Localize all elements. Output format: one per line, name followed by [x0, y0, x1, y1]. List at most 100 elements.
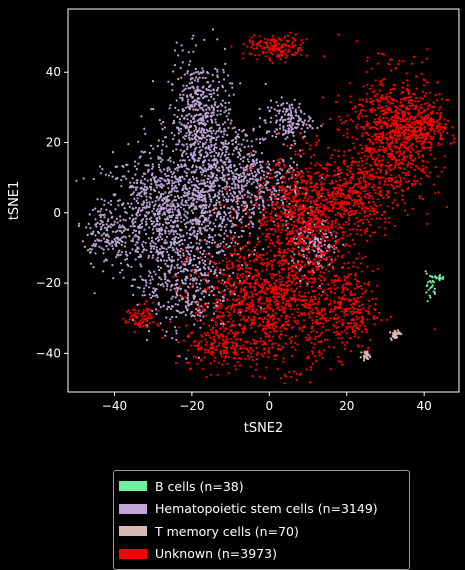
scatter-point: [205, 217, 208, 220]
scatter-point: [204, 210, 207, 213]
scatter-point: [264, 331, 267, 334]
scatter-point: [237, 212, 240, 215]
scatter-point: [195, 179, 198, 182]
scatter-point: [161, 213, 164, 216]
scatter-point: [258, 188, 261, 191]
scatter-point: [296, 304, 299, 307]
scatter-point: [169, 288, 172, 292]
scatter-point: [255, 274, 258, 277]
scatter-point: [259, 161, 262, 164]
scatter-point: [176, 225, 179, 228]
scatter-point: [224, 213, 227, 216]
scatter-point: [155, 227, 158, 230]
scatter-point: [167, 269, 170, 273]
scatter-point: [163, 247, 166, 250]
scatter-point: [144, 241, 147, 244]
scatter-point: [116, 238, 119, 241]
scatter-point: [315, 182, 318, 185]
scatter-point: [197, 142, 200, 146]
scatter-point: [138, 213, 141, 216]
scatter-point: [232, 216, 235, 219]
scatter-point: [117, 204, 120, 207]
scatter-point: [192, 199, 195, 202]
scatter-point: [262, 327, 265, 331]
scatter-point: [299, 176, 302, 179]
scatter-point: [181, 49, 184, 52]
scatter-point: [172, 225, 175, 228]
scatter-point: [263, 221, 266, 224]
scatter-point: [193, 255, 196, 258]
scatter-point: [133, 278, 137, 281]
scatter-point: [212, 80, 215, 83]
scatter-point: [271, 273, 274, 276]
scatter-point: [217, 191, 220, 194]
scatter-point: [293, 237, 296, 240]
scatter-point: [288, 120, 291, 124]
scatter-point: [170, 194, 173, 197]
scatter-point: [243, 193, 246, 196]
scatter-point: [165, 175, 168, 178]
scatter-point: [190, 209, 193, 212]
scatter-point: [170, 265, 173, 268]
scatter-point: [208, 203, 212, 206]
scatter-point: [247, 296, 250, 299]
scatter-point: [176, 249, 179, 252]
scatter-point: [132, 293, 135, 297]
scatter-point: [277, 197, 280, 200]
scatter-point: [197, 88, 200, 91]
scatter-point: [191, 95, 194, 99]
scatter-point: [278, 275, 281, 278]
scatter-point: [290, 144, 293, 147]
scatter-point: [300, 111, 303, 114]
scatter-point: [317, 277, 320, 280]
scatter-point: [231, 143, 234, 146]
scatter-point: [180, 220, 183, 223]
scatter-point: [189, 78, 192, 81]
scatter-point: [189, 273, 192, 276]
scatter-point: [196, 191, 200, 194]
scatter-point: [223, 232, 226, 235]
scatter-point: [215, 244, 218, 247]
scatter-point: [293, 253, 296, 256]
scatter-point: [273, 253, 276, 256]
scatter-point: [250, 291, 253, 294]
scatter-point: [225, 109, 228, 112]
scatter-point: [253, 275, 256, 278]
scatter-point: [281, 219, 284, 222]
scatter-point: [192, 72, 195, 75]
scatter-point: [235, 200, 238, 203]
scatter-point: [311, 352, 314, 355]
scatter-point: [318, 178, 321, 181]
scatter-point: [317, 267, 320, 271]
scatter-point: [266, 306, 269, 309]
scatter-point: [279, 219, 282, 222]
scatter-point: [301, 246, 304, 249]
scatter-point: [313, 223, 316, 226]
scatter-point: [205, 279, 208, 282]
scatter-point: [282, 128, 285, 132]
scatter-point: [204, 225, 207, 228]
scatter-point: [171, 337, 174, 340]
scatter-point: [263, 377, 266, 380]
scatter-point: [321, 210, 324, 213]
scatter-point: [281, 120, 285, 123]
scatter-point: [250, 182, 253, 185]
scatter-point: [307, 197, 310, 200]
scatter-point: [366, 239, 369, 242]
scatter-point: [165, 316, 168, 319]
scatter-point: [261, 343, 264, 346]
scatter-point: [230, 220, 233, 223]
scatter-point: [180, 295, 183, 298]
scatter-point: [178, 311, 181, 314]
scatter-point: [122, 165, 125, 168]
scatter-point: [342, 234, 345, 237]
scatter-point: [111, 230, 114, 233]
scatter-point: [176, 242, 179, 245]
scatter-point: [175, 148, 178, 151]
scatter-point: [287, 114, 290, 117]
scatter-point: [295, 271, 298, 274]
scatter-point: [175, 309, 178, 312]
scatter-point: [206, 286, 209, 289]
scatter-point: [158, 222, 161, 225]
scatter-point: [298, 242, 301, 245]
